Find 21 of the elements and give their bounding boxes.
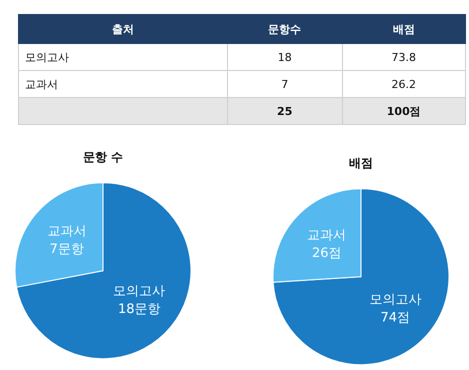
slice-label: 교과서: [307, 228, 346, 244]
slice-label: 모의고사: [369, 292, 422, 308]
category-label: 배점: [342, 14, 466, 44]
chart-title: 문항 수: [82, 150, 124, 164]
category-label: 문항수: [227, 14, 342, 44]
text: 18: [227, 44, 342, 70]
chart-title: 배점: [349, 156, 373, 170]
text: 모의고사: [18, 44, 228, 70]
data-label: 18문항: [118, 302, 160, 318]
text: 26.2: [342, 70, 466, 98]
text: 100점: [342, 98, 466, 124]
slice-label: 교과서: [47, 224, 86, 240]
text: 25: [227, 98, 342, 124]
category-label: 출처: [18, 14, 228, 44]
text: 교과서: [18, 70, 228, 98]
data-label: 74점: [380, 310, 410, 326]
data-label: 26점: [312, 246, 342, 262]
text: 73.8: [342, 44, 466, 70]
slice-label: 모의고사: [113, 284, 166, 300]
data-label: 7문항: [50, 242, 84, 258]
text: 7: [227, 70, 342, 98]
